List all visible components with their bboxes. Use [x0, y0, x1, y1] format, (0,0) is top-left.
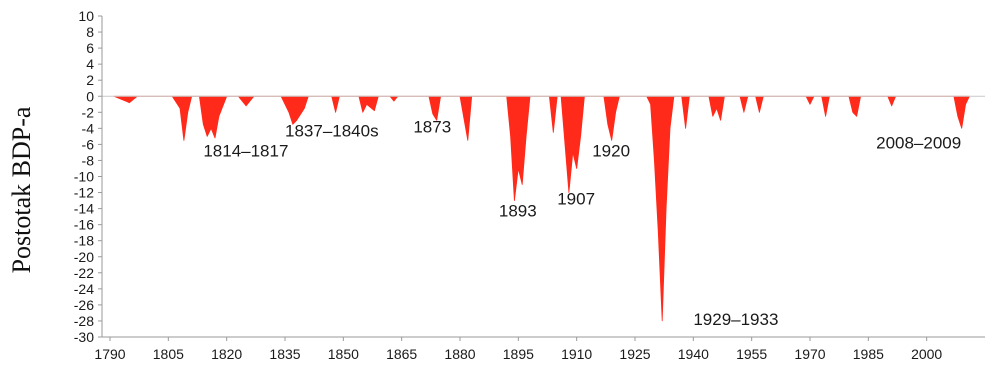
y-tick-label: -30	[74, 329, 94, 345]
y-tick-label: 0	[86, 88, 94, 104]
series-area-group	[113, 95, 970, 322]
x-tick-label: 1910	[561, 346, 592, 362]
annotation-label: 1837–1840s	[285, 121, 379, 140]
x-tick-label: 2000	[911, 346, 942, 362]
y-tick-label: -4	[82, 120, 95, 136]
x-tick-label: 1895	[503, 346, 534, 362]
annotation-label: 1893	[499, 202, 537, 221]
y-tick-label: 6	[86, 40, 94, 56]
y-tick-label: -12	[74, 185, 94, 201]
y-tick-label: -22	[74, 265, 94, 281]
y-tick-label: -20	[74, 249, 94, 265]
y-tick-label: -16	[74, 217, 94, 233]
y-tick-label: -24	[74, 281, 94, 297]
y-tick-label: -2	[82, 104, 95, 120]
x-tick-group: 1790 1805 1820 1835 1850 1865 1880 1895 1910 1925…	[94, 337, 942, 362]
x-tick-label: 1970	[794, 346, 825, 362]
x-tick-label: 1865	[386, 346, 417, 362]
y-axis-label: Postotak BDP-a	[7, 106, 36, 273]
x-tick-label: 1955	[736, 346, 767, 362]
y-tick-label: -28	[74, 313, 94, 329]
x-tick-label: 1850	[328, 346, 359, 362]
x-tick-label: 1985	[853, 346, 884, 362]
annotation-label: 1814–1817	[203, 141, 288, 160]
y-tick-label: 2	[86, 72, 94, 88]
x-tick-label: 1790	[94, 346, 125, 362]
x-tick-label: 1835	[269, 346, 300, 362]
y-tick-label: -10	[74, 169, 94, 185]
y-tick-label: 10	[78, 8, 94, 24]
x-tick-label: 1880	[444, 346, 475, 362]
y-tick-label: -18	[74, 233, 94, 249]
x-tick-label: 1940	[678, 346, 709, 362]
annotation-label: 1929–1933	[693, 310, 778, 329]
x-tick-label: 1820	[211, 346, 242, 362]
y-tick-label: -8	[82, 152, 95, 168]
annotation-label: 1920	[592, 141, 630, 160]
y-tick-label: 4	[86, 56, 94, 72]
annotation-label: 2008–2009	[876, 133, 961, 152]
y-tick-label: -14	[74, 201, 94, 217]
y-tick-group: 1086420-2-4-6-8-10-12-14-16-18-20-22-24-…	[74, 8, 102, 345]
series-area	[113, 95, 970, 322]
annotation-label: 1907	[557, 190, 595, 209]
annotation-label: 1873	[413, 117, 451, 136]
x-tick-label: 1925	[619, 346, 650, 362]
x-tick-label: 1805	[153, 346, 184, 362]
y-tick-label: -6	[82, 136, 95, 152]
y-tick-label: 8	[86, 24, 94, 40]
y-tick-label: -26	[74, 297, 94, 313]
